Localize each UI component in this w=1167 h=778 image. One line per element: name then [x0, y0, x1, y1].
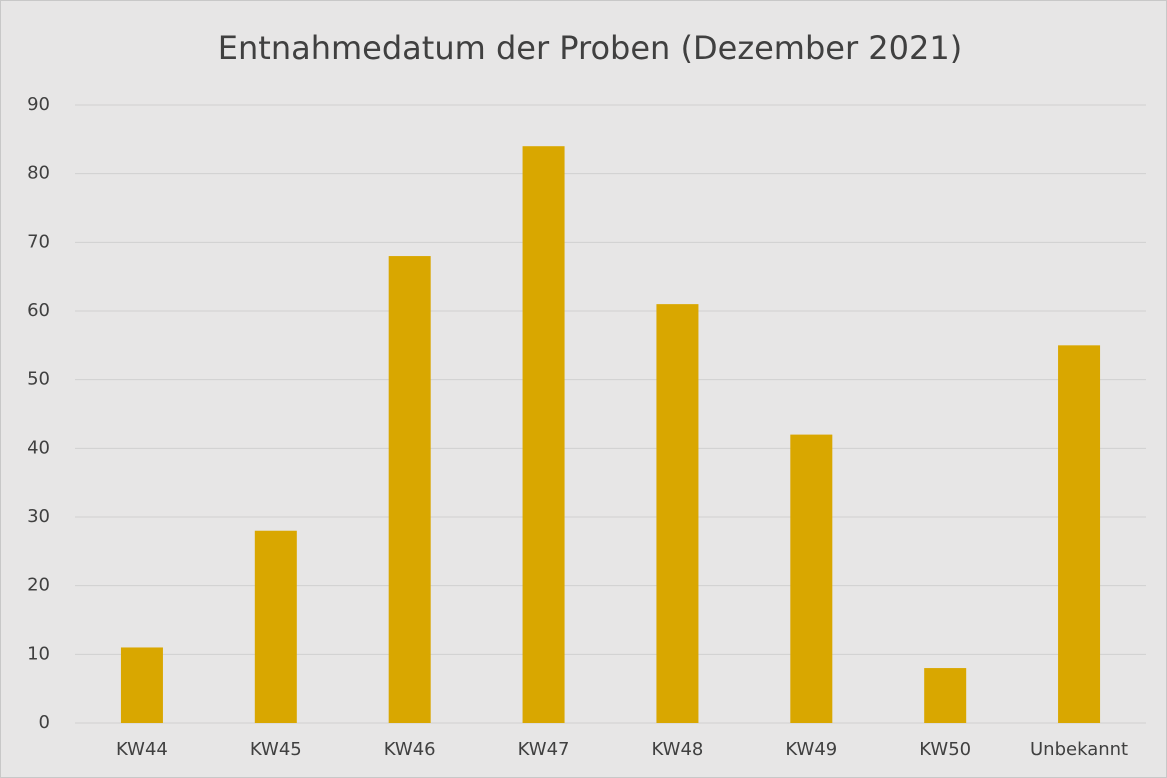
y-tick-label: 10	[27, 643, 50, 664]
x-tick-label: KW45	[250, 739, 302, 760]
x-tick-label: KW44	[116, 739, 168, 760]
bar	[388, 256, 431, 723]
bar	[1058, 345, 1101, 723]
x-tick-label: KW49	[785, 739, 837, 760]
y-tick-label: 30	[27, 506, 50, 527]
x-tick-label: KW46	[384, 739, 436, 760]
x-tick-label: KW48	[652, 739, 704, 760]
bar	[254, 530, 297, 723]
y-tick-label: 40	[27, 437, 50, 458]
bar	[522, 146, 565, 723]
y-tick-label: 90	[27, 94, 50, 115]
x-tick-label: KW50	[919, 739, 971, 760]
y-tick-label: 0	[39, 712, 50, 733]
chart-title: Entnahmedatum der Proben (Dezember 2021)	[218, 29, 962, 67]
bar	[924, 668, 967, 723]
y-tick-label: 70	[27, 231, 50, 252]
y-tick-label: 50	[27, 369, 50, 390]
x-tick-label: Unbekannt	[1030, 739, 1128, 760]
y-tick-label: 80	[27, 163, 50, 184]
y-tick-label: 60	[27, 300, 50, 321]
bar	[790, 434, 833, 723]
bar	[656, 304, 699, 723]
x-tick-label: KW47	[518, 739, 570, 760]
bar	[120, 647, 163, 723]
y-tick-label: 20	[27, 575, 50, 596]
